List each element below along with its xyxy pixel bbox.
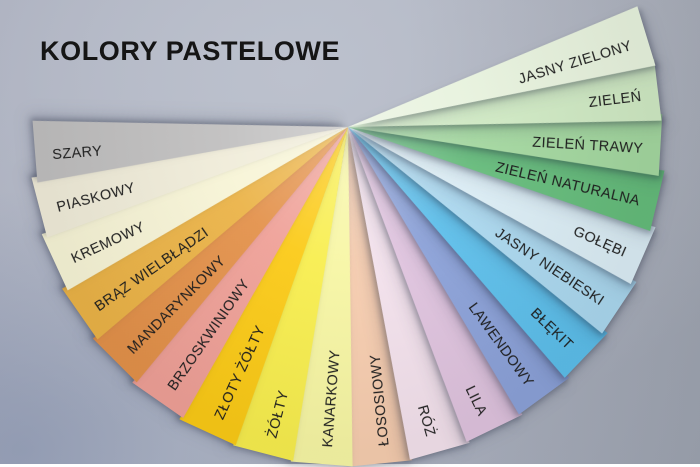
page-title: KOLORY PASTELOWE (40, 36, 341, 66)
